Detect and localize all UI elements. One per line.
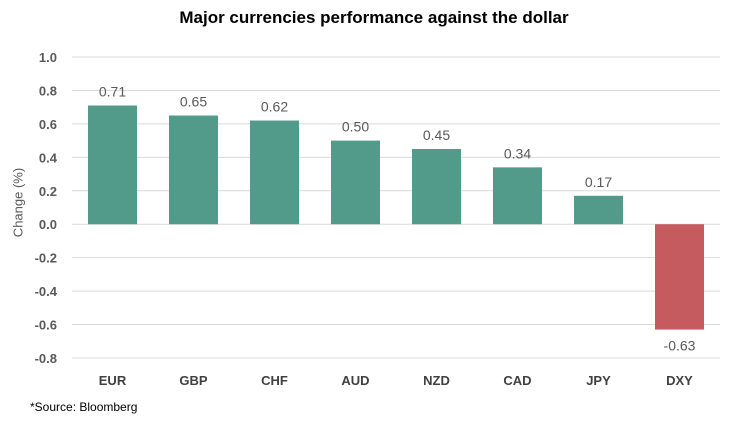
bar xyxy=(331,140,380,225)
y-tick-label: -0.2 xyxy=(35,251,57,266)
y-tick-label: 0.0 xyxy=(39,217,57,232)
bar xyxy=(169,115,218,225)
data-label: 0.65 xyxy=(180,94,207,110)
bar xyxy=(88,105,137,225)
data-label: 0.50 xyxy=(342,119,369,135)
x-tick-label: NZD xyxy=(423,373,450,388)
chart-title: Major currencies performance against the… xyxy=(179,8,569,27)
data-label: -0.63 xyxy=(664,338,696,354)
bar xyxy=(493,167,542,225)
y-tick-label: 0.8 xyxy=(39,83,57,98)
x-tick-label: GBP xyxy=(179,373,208,388)
y-tick-label: 1.0 xyxy=(39,50,57,65)
y-tick-label: 0.4 xyxy=(39,150,58,165)
data-label: 0.17 xyxy=(585,174,612,190)
x-tick-label: CAD xyxy=(503,373,531,388)
y-tick-label: -0.6 xyxy=(35,318,57,333)
x-tick-label: CHF xyxy=(261,373,288,388)
data-label: 0.34 xyxy=(504,145,531,161)
bar xyxy=(250,120,299,225)
y-tick-label: -0.8 xyxy=(35,351,57,366)
bar xyxy=(574,195,623,225)
data-label: 0.71 xyxy=(99,83,126,99)
y-tick-label: 0.6 xyxy=(39,117,57,132)
x-tick-label: JPY xyxy=(586,373,611,388)
y-tick-label: 0.2 xyxy=(39,184,57,199)
source-footnote: *Source: Bloomberg xyxy=(30,400,138,414)
bar xyxy=(412,148,461,225)
data-label: 0.62 xyxy=(261,99,288,115)
x-tick-label: DXY xyxy=(666,373,693,388)
bar xyxy=(655,224,704,330)
data-label: 0.45 xyxy=(423,127,450,143)
x-tick-label: EUR xyxy=(99,373,127,388)
x-tick-label: AUD xyxy=(341,373,369,388)
y-tick-label: -0.4 xyxy=(35,284,58,299)
